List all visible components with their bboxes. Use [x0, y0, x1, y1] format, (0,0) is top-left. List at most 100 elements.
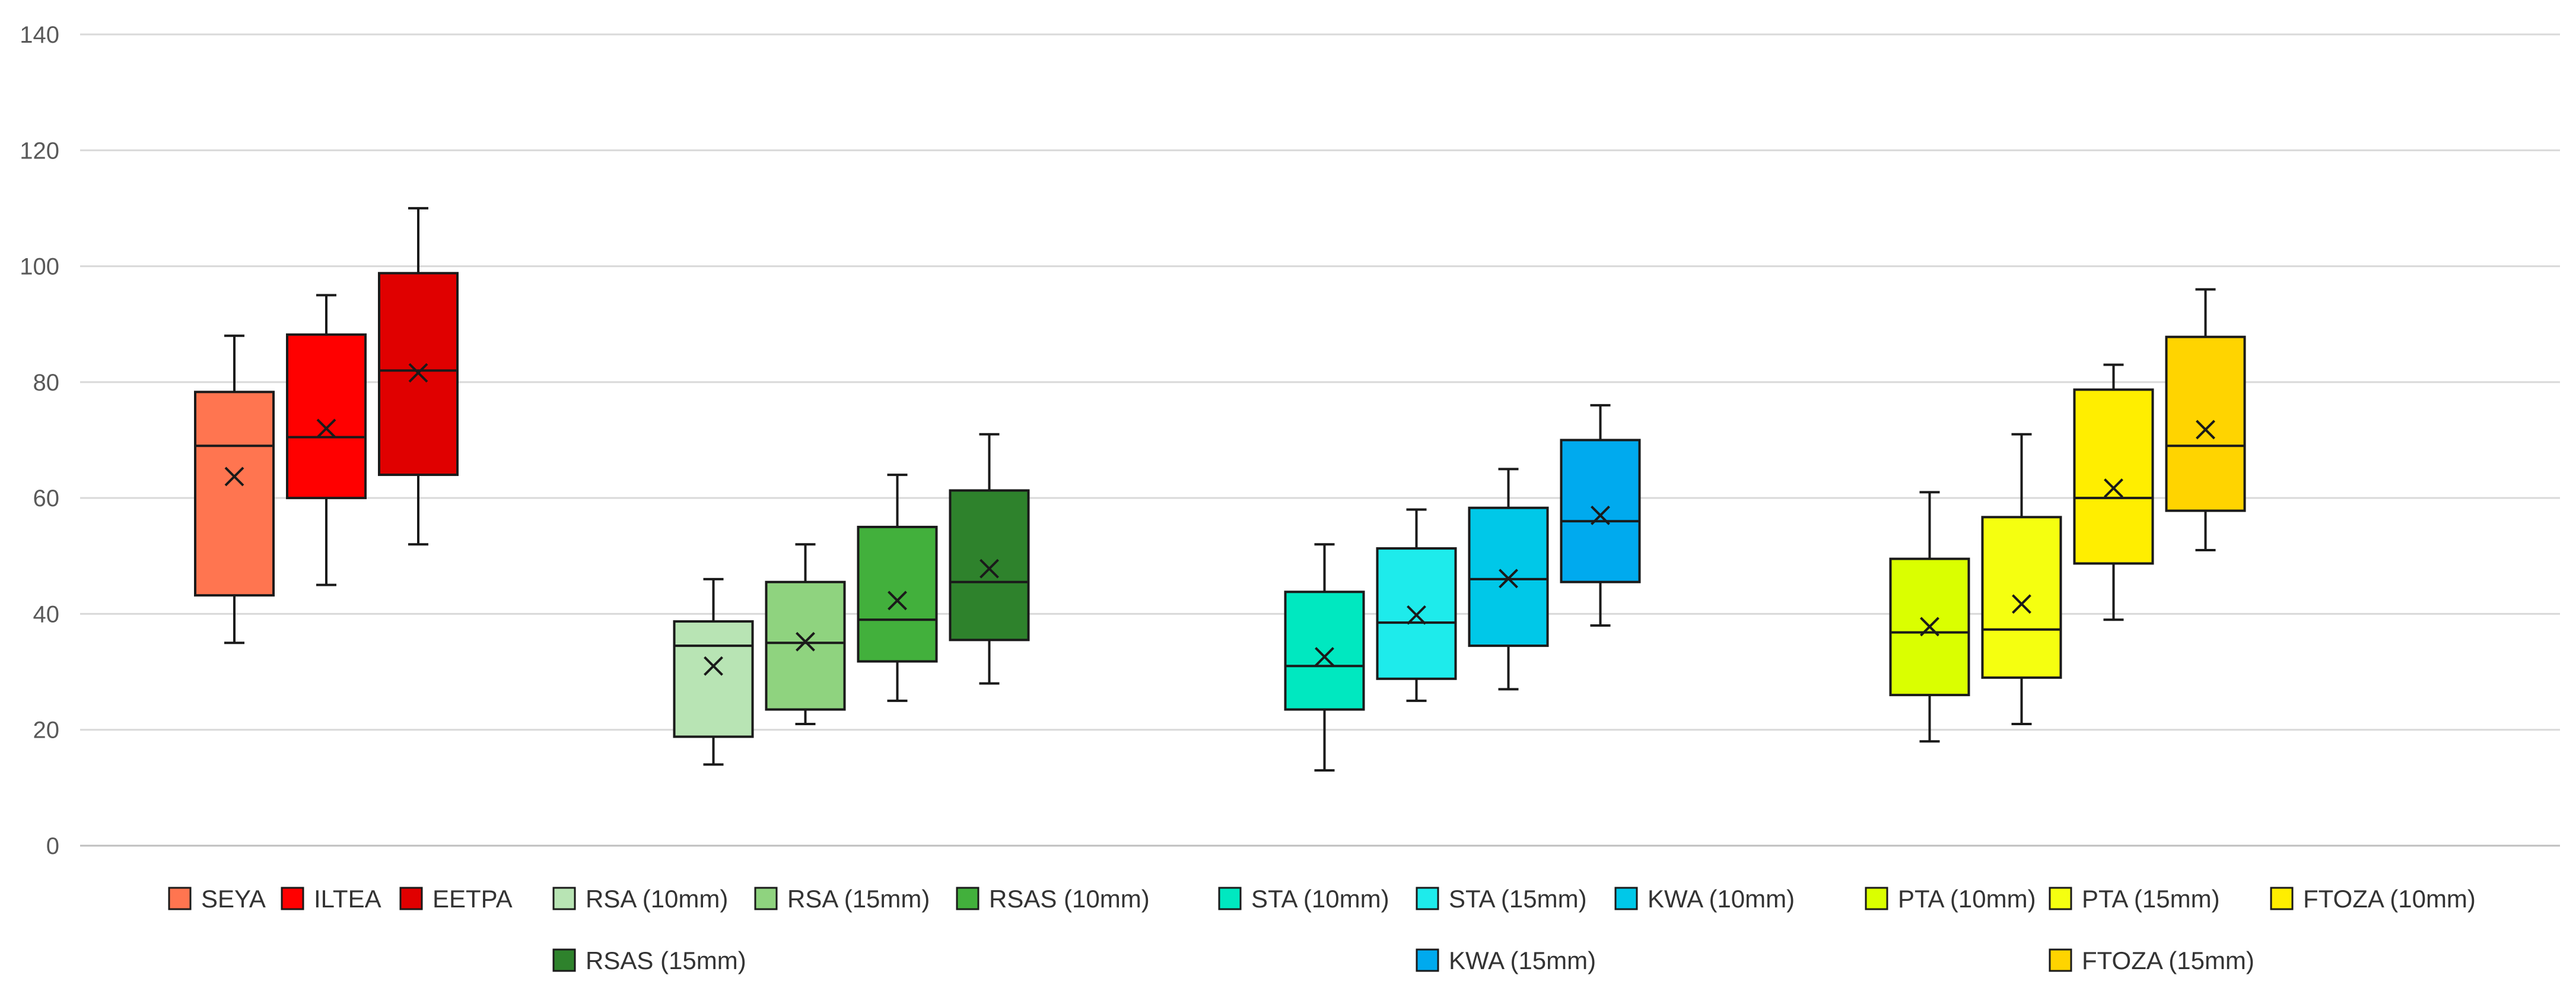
legend-label: KWA (10mm)	[1648, 885, 1795, 913]
legend-label: PTA (15mm)	[2082, 885, 2220, 913]
legend-item-seya: SEYA	[168, 885, 266, 913]
box-kwa-15mm	[1560, 404, 1641, 627]
iqr-box	[1560, 439, 1641, 583]
mean-marker	[408, 363, 428, 383]
iqr-box	[378, 272, 459, 477]
y-tick-label: 40	[33, 601, 60, 627]
mean-marker	[1920, 617, 1939, 637]
legend-swatch	[1416, 887, 1439, 910]
legend-label: RSA (15mm)	[787, 885, 930, 913]
iqr-box	[2073, 388, 2154, 565]
mean-marker	[1407, 605, 1426, 625]
legend-item-sta-15mm: STA (15mm)	[1416, 885, 1587, 913]
mean-marker	[888, 590, 907, 611]
y-tick-label: 20	[33, 717, 60, 744]
box-rsa-10mm	[673, 577, 754, 766]
legend-item-rsas-10mm: RSAS (10mm)	[956, 885, 1150, 913]
legend-item-pta-10mm: PTA (10mm)	[1865, 885, 2036, 913]
legend-label: FTOZA (15mm)	[2082, 947, 2254, 974]
legend-item-kwa-15mm: KWA (15mm)	[1416, 947, 1596, 974]
legend-item-rsa-10mm: RSA (10mm)	[552, 885, 728, 913]
iqr-box	[2165, 335, 2246, 512]
iqr-box	[857, 525, 938, 663]
legend-item-eetpa: EETPA	[399, 885, 513, 913]
legend-label: RSA (10mm)	[586, 885, 728, 913]
y-tick-label: 120	[20, 138, 59, 164]
mean-marker	[796, 631, 815, 652]
legend-swatch	[1218, 887, 1242, 910]
mean-marker	[704, 656, 723, 676]
legend-swatch	[754, 887, 778, 910]
legend-item-rsa-15mm: RSA (15mm)	[754, 885, 930, 913]
legend-label: ILTEA	[314, 885, 381, 913]
legend-swatch	[2049, 948, 2072, 972]
legend: SEYA ILTEA EETPA RSA (10mm) RSA (15mm) RSAS (…	[168, 885, 2476, 974]
legend-swatch	[1416, 948, 1439, 972]
y-tick-label: 80	[33, 370, 60, 396]
legend-swatch	[1865, 887, 1888, 910]
legend-label: PTA (10mm)	[1898, 885, 2036, 913]
legend-item-kwa-10mm: KWA (10mm)	[1614, 885, 1795, 913]
iqr-box	[765, 580, 846, 711]
box-rsa-15mm	[765, 543, 846, 725]
legend-label: STA (15mm)	[1449, 885, 1587, 913]
legend-label: STA (10mm)	[1251, 885, 1389, 913]
iqr-box	[1468, 506, 1549, 647]
box-eetpa	[378, 207, 459, 546]
legend-swatch	[2270, 887, 2294, 910]
legend-swatch	[552, 887, 576, 910]
mean-marker	[1591, 506, 1610, 525]
iqr-box	[1981, 516, 2062, 679]
legend-label: KWA (15mm)	[1449, 947, 1596, 974]
box-kwa-10mm	[1468, 468, 1549, 691]
box-rsas-15mm	[949, 433, 1030, 685]
y-tick-label: 140	[20, 22, 59, 48]
legend-label: RSAS (10mm)	[989, 885, 1150, 913]
legend-item-rsas-15mm: RSAS (15mm)	[552, 947, 746, 974]
legend-swatch	[281, 887, 304, 910]
legend-swatch	[399, 887, 423, 910]
legend-item-ftoza-15mm: FTOZA (15mm)	[2049, 947, 2254, 974]
legend-item-pta-15mm: PTA (15mm)	[2049, 885, 2220, 913]
mean-marker	[2012, 594, 2031, 614]
mean-marker	[1315, 647, 1334, 667]
box-rsas-10mm	[857, 474, 938, 702]
y-tick-label: 60	[33, 485, 60, 512]
legend-swatch	[168, 887, 192, 910]
box-series	[194, 207, 2246, 772]
legend-item-sta-10mm: STA (10mm)	[1218, 885, 1389, 913]
legend-swatch	[956, 887, 979, 910]
legend-item-ftoza-10mm: FTOZA (10mm)	[2270, 885, 2476, 913]
mean-marker	[1499, 569, 1518, 589]
box-sta-15mm	[1376, 508, 1457, 702]
box-ftoza-10mm	[2073, 363, 2154, 621]
mean-marker	[224, 466, 244, 487]
box-ftoza-15mm	[2165, 288, 2246, 552]
iqr-box	[673, 620, 754, 738]
legend-item-iltea: ILTEA	[281, 885, 381, 913]
box-seya	[194, 334, 275, 644]
box-pta-10mm	[1889, 491, 1970, 743]
iqr-box	[286, 333, 367, 500]
legend-label: RSAS (15mm)	[586, 947, 746, 974]
y-tick-label: 100	[20, 254, 59, 280]
box-sta-10mm	[1284, 543, 1365, 772]
legend-label: EETPA	[432, 885, 513, 913]
box-iltea	[286, 294, 367, 586]
mean-marker	[2104, 478, 2123, 498]
legend-swatch	[552, 948, 576, 972]
y-tick-label: 0	[46, 833, 59, 859]
legend-swatch	[2049, 887, 2072, 910]
mean-marker	[316, 418, 336, 439]
legend-swatch	[1614, 887, 1638, 910]
legend-label: SEYA	[201, 885, 266, 913]
legend-label: FTOZA (10mm)	[2303, 885, 2476, 913]
iqr-box	[1284, 590, 1365, 711]
iqr-box	[194, 390, 275, 597]
y-axis-tick-labels: 0 20 40 60 80 100 120 140	[20, 22, 59, 859]
iqr-box	[949, 489, 1030, 642]
box-pta-15mm	[1981, 433, 2062, 725]
mean-marker	[979, 558, 999, 579]
mean-marker	[2196, 420, 2215, 440]
